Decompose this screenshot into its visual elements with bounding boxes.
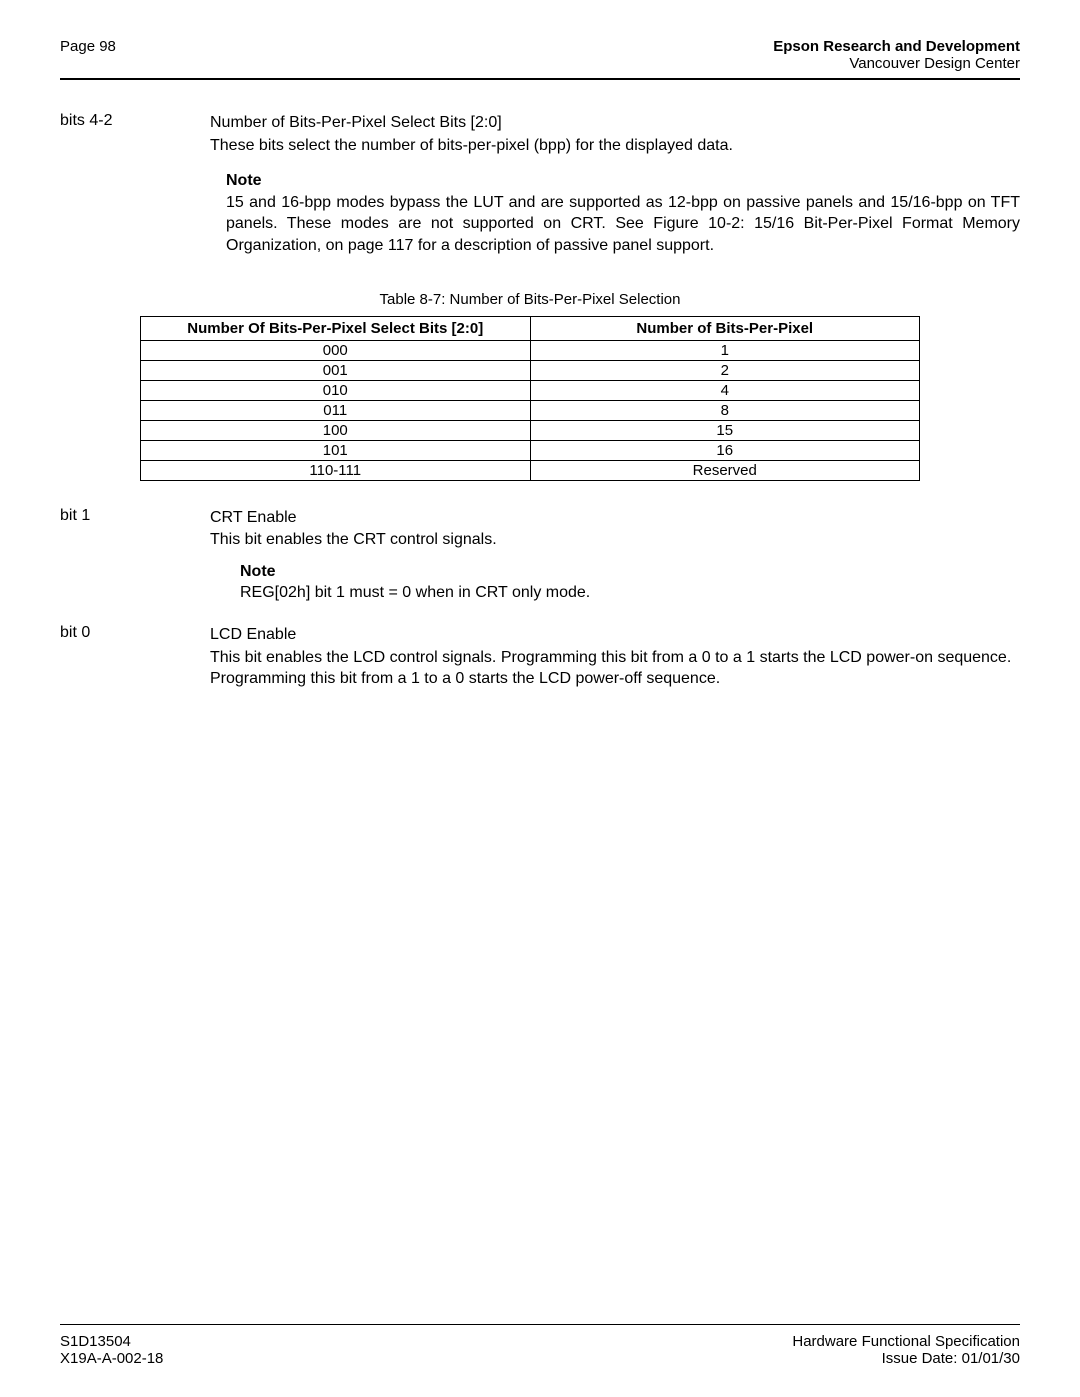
bit-body: Number of Bits-Per-Pixel Select Bits [2:… — [210, 112, 1020, 267]
table-cell: 101 — [141, 440, 531, 460]
footer-doc-id: S1D13504 — [60, 1333, 163, 1350]
table-row: 0104 — [141, 380, 920, 400]
bit-label: bit 0 — [60, 624, 210, 690]
note-label: Note — [226, 170, 1020, 192]
table-cell: 16 — [530, 440, 920, 460]
header-center: Vancouver Design Center — [773, 55, 1020, 72]
bit-body: CRT Enable This bit enables the CRT cont… — [210, 507, 1020, 618]
footer-spec: Hardware Functional Specification — [792, 1333, 1020, 1350]
table-cell: Reserved — [530, 460, 920, 480]
header-company: Epson Research and Development — [773, 38, 1020, 55]
table-cell: 8 — [530, 400, 920, 420]
table-row: 10116 — [141, 440, 920, 460]
table-row: 10015 — [141, 420, 920, 440]
section-bit-1: bit 1 CRT Enable This bit enables the CR… — [60, 507, 1020, 618]
footer: S1D13504 X19A-A-002-18 Hardware Function… — [60, 1325, 1020, 1367]
table-row: 0012 — [141, 360, 920, 380]
table-cell: 15 — [530, 420, 920, 440]
footer-date: Issue Date: 01/01/30 — [792, 1350, 1020, 1367]
footer-right: Hardware Functional Specification Issue … — [792, 1333, 1020, 1367]
table-caption: Table 8-7: Number of Bits-Per-Pixel Sele… — [140, 291, 920, 308]
note-block: Note REG[02h] bit 1 must = 0 when in CRT… — [240, 561, 1020, 604]
field-desc: These bits select the number of bits-per… — [210, 135, 1020, 157]
note-text: 15 and 16-bpp modes bypass the LUT and a… — [226, 192, 1020, 257]
page-container: Page 98 Epson Research and Development V… — [0, 0, 1080, 1397]
section-bits-4-2: bits 4-2 Number of Bits-Per-Pixel Select… — [60, 112, 1020, 267]
field-title: LCD Enable — [210, 624, 1020, 646]
table-row: 0001 — [141, 340, 920, 360]
field-title: CRT Enable — [210, 507, 1020, 529]
footer-doc-ref: X19A-A-002-18 — [60, 1350, 163, 1367]
bit-label: bits 4-2 — [60, 112, 210, 267]
bpp-table-wrap: Table 8-7: Number of Bits-Per-Pixel Sele… — [140, 291, 920, 481]
header: Page 98 Epson Research and Development V… — [60, 38, 1020, 78]
bit-body: LCD Enable This bit enables the LCD cont… — [210, 624, 1020, 690]
note-block: Note 15 and 16-bpp modes bypass the LUT … — [226, 170, 1020, 256]
table-body: 00010012010401181001510116110-111Reserve… — [141, 340, 920, 480]
table-cell: 110-111 — [141, 460, 531, 480]
header-page-number: Page 98 — [60, 38, 116, 55]
table-cell: 2 — [530, 360, 920, 380]
note-label: Note — [240, 561, 1020, 583]
bpp-table: Number Of Bits-Per-Pixel Select Bits [2:… — [140, 316, 920, 481]
table-cell: 000 — [141, 340, 531, 360]
table-row: 0118 — [141, 400, 920, 420]
table-cell: 011 — [141, 400, 531, 420]
field-desc: This bit enables the CRT control signals… — [210, 529, 1020, 551]
header-right: Epson Research and Development Vancouver… — [773, 38, 1020, 72]
table-cell: 001 — [141, 360, 531, 380]
note-text: REG[02h] bit 1 must = 0 when in CRT only… — [240, 582, 1020, 604]
field-desc: This bit enables the LCD control signals… — [210, 647, 1020, 690]
bit-label: bit 1 — [60, 507, 210, 618]
table-cell: 1 — [530, 340, 920, 360]
table-row: 110-111Reserved — [141, 460, 920, 480]
table-header-cell: Number Of Bits-Per-Pixel Select Bits [2:… — [141, 316, 531, 340]
table-header-cell: Number of Bits-Per-Pixel — [530, 316, 920, 340]
table-header-row: Number Of Bits-Per-Pixel Select Bits [2:… — [141, 316, 920, 340]
table-cell: 010 — [141, 380, 531, 400]
footer-left: S1D13504 X19A-A-002-18 — [60, 1333, 163, 1367]
content: bits 4-2 Number of Bits-Per-Pixel Select… — [60, 80, 1020, 1324]
table-cell: 4 — [530, 380, 920, 400]
field-title: Number of Bits-Per-Pixel Select Bits [2:… — [210, 112, 1020, 134]
table-cell: 100 — [141, 420, 531, 440]
section-bit-0: bit 0 LCD Enable This bit enables the LC… — [60, 624, 1020, 690]
